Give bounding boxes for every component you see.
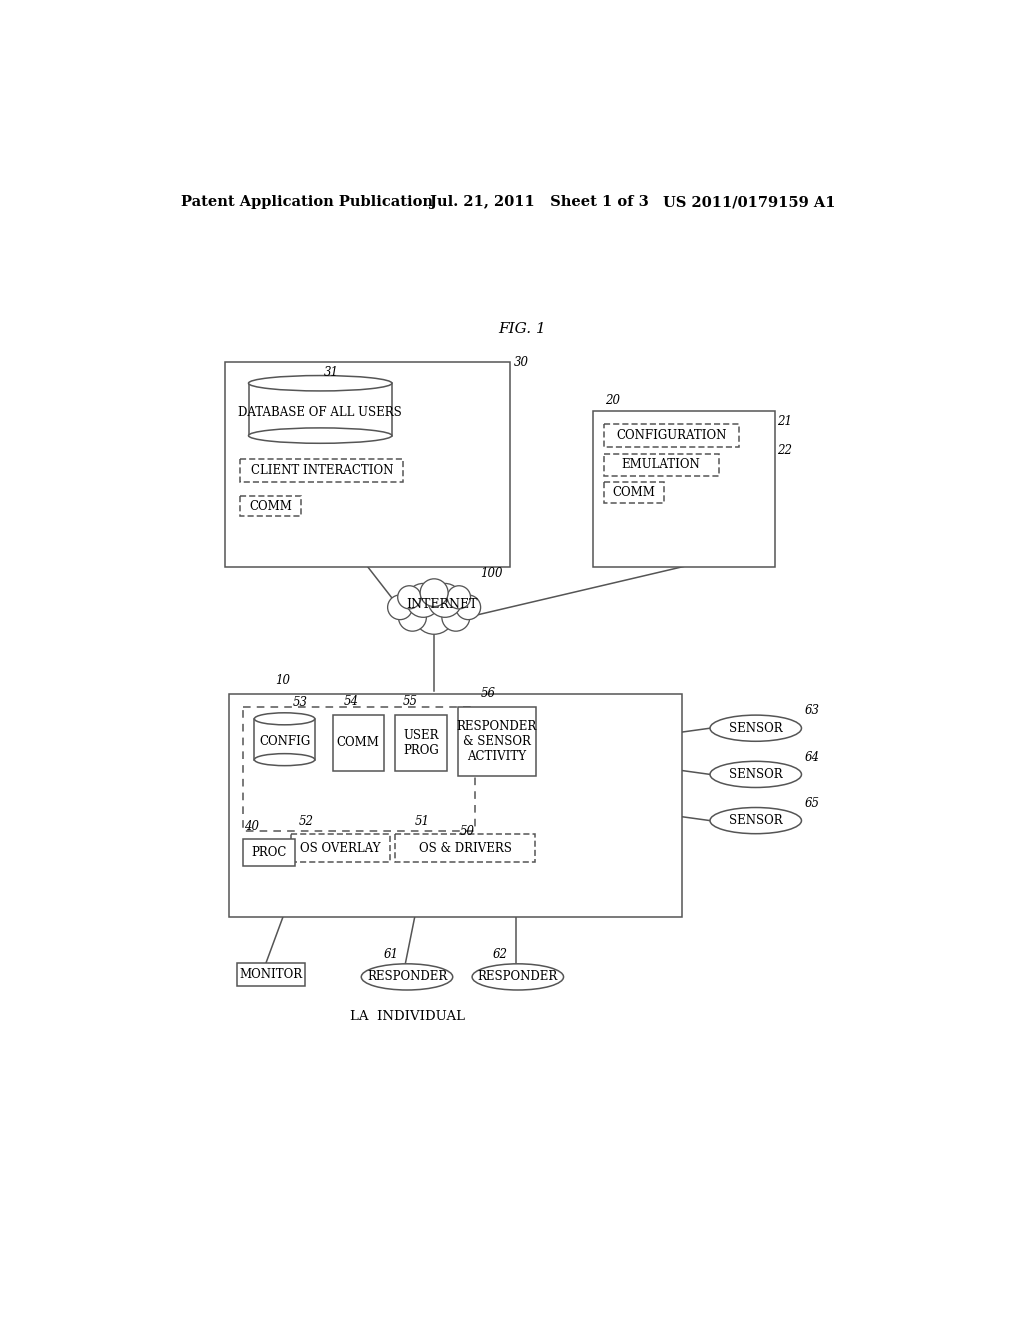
Text: DATABASE OF ALL USERS: DATABASE OF ALL USERS — [239, 405, 402, 418]
Bar — [395, 715, 446, 771]
Text: Patent Application Publication: Patent Application Publication — [180, 195, 433, 210]
Bar — [604, 454, 719, 475]
Bar — [333, 715, 384, 771]
Text: CONFIGURATION: CONFIGURATION — [616, 429, 727, 442]
Bar — [458, 706, 536, 776]
Text: US 2011/0179159 A1: US 2011/0179159 A1 — [663, 195, 836, 210]
Text: 63: 63 — [805, 705, 819, 718]
Text: 61: 61 — [384, 948, 398, 961]
Text: 31: 31 — [324, 367, 339, 379]
Text: 20: 20 — [604, 395, 620, 407]
Text: 62: 62 — [493, 948, 507, 961]
Text: SENSOR: SENSOR — [729, 814, 782, 828]
Circle shape — [414, 594, 455, 635]
Ellipse shape — [254, 713, 314, 725]
Bar — [395, 834, 535, 862]
Ellipse shape — [249, 375, 392, 391]
Bar — [228, 693, 682, 917]
Bar — [604, 424, 739, 447]
Bar — [241, 459, 403, 482]
Text: COMM: COMM — [249, 499, 292, 512]
Bar — [237, 964, 305, 986]
Bar — [254, 719, 314, 759]
Text: 64: 64 — [805, 751, 819, 763]
Text: OS OVERLAY: OS OVERLAY — [300, 842, 381, 855]
Text: 30: 30 — [514, 355, 529, 368]
Text: 40: 40 — [245, 820, 259, 833]
Text: 22: 22 — [777, 444, 793, 457]
Circle shape — [397, 586, 421, 609]
Text: SENSOR: SENSOR — [729, 722, 782, 735]
Circle shape — [388, 595, 413, 619]
Text: CONFIG: CONFIG — [259, 735, 310, 747]
Text: 56: 56 — [480, 686, 496, 700]
Bar — [225, 363, 510, 566]
Circle shape — [447, 586, 471, 609]
Circle shape — [428, 583, 462, 618]
Text: FIG. 1: FIG. 1 — [499, 322, 546, 337]
Text: Jul. 21, 2011   Sheet 1 of 3: Jul. 21, 2011 Sheet 1 of 3 — [430, 195, 649, 210]
Ellipse shape — [361, 964, 453, 990]
Ellipse shape — [710, 808, 802, 834]
Ellipse shape — [249, 428, 392, 444]
Bar — [241, 496, 301, 516]
Text: COMM: COMM — [612, 486, 655, 499]
Text: 55: 55 — [403, 696, 418, 708]
Text: CLIENT INTERACTION: CLIENT INTERACTION — [251, 463, 393, 477]
Text: 52: 52 — [299, 816, 313, 829]
Bar — [243, 706, 475, 832]
Text: 10: 10 — [275, 675, 290, 688]
Ellipse shape — [254, 754, 314, 766]
Text: RESPONDER: RESPONDER — [367, 970, 447, 983]
Text: 100: 100 — [480, 568, 503, 581]
Ellipse shape — [710, 715, 802, 742]
Bar — [249, 383, 392, 436]
Circle shape — [442, 603, 470, 631]
Text: 53: 53 — [292, 696, 307, 709]
Bar — [291, 834, 390, 862]
Text: RESPONDER
& SENSOR
ACTIVITY: RESPONDER & SENSOR ACTIVITY — [457, 719, 537, 763]
Bar — [593, 411, 775, 566]
Text: 51: 51 — [415, 816, 430, 829]
Text: INTERNET: INTERNET — [407, 598, 477, 611]
Bar — [243, 840, 295, 866]
Text: 54: 54 — [343, 696, 358, 708]
Bar — [604, 482, 665, 503]
Text: USER
PROG: USER PROG — [403, 729, 439, 756]
Circle shape — [456, 595, 480, 619]
Circle shape — [398, 603, 426, 631]
Text: EMULATION: EMULATION — [622, 458, 700, 471]
Ellipse shape — [710, 762, 802, 788]
Text: SENSOR: SENSOR — [729, 768, 782, 781]
Text: 21: 21 — [777, 414, 793, 428]
Text: LA  INDIVIDUAL: LA INDIVIDUAL — [349, 1010, 465, 1023]
Circle shape — [407, 583, 440, 618]
Text: OS & DRIVERS: OS & DRIVERS — [419, 842, 512, 855]
Ellipse shape — [472, 964, 563, 990]
Text: MONITOR: MONITOR — [239, 968, 302, 981]
Text: PROC: PROC — [251, 846, 287, 859]
Text: RESPONDER: RESPONDER — [478, 970, 558, 983]
Text: COMM: COMM — [337, 737, 380, 750]
Text: 50: 50 — [460, 825, 475, 837]
Text: 65: 65 — [805, 797, 819, 810]
Circle shape — [420, 578, 449, 607]
